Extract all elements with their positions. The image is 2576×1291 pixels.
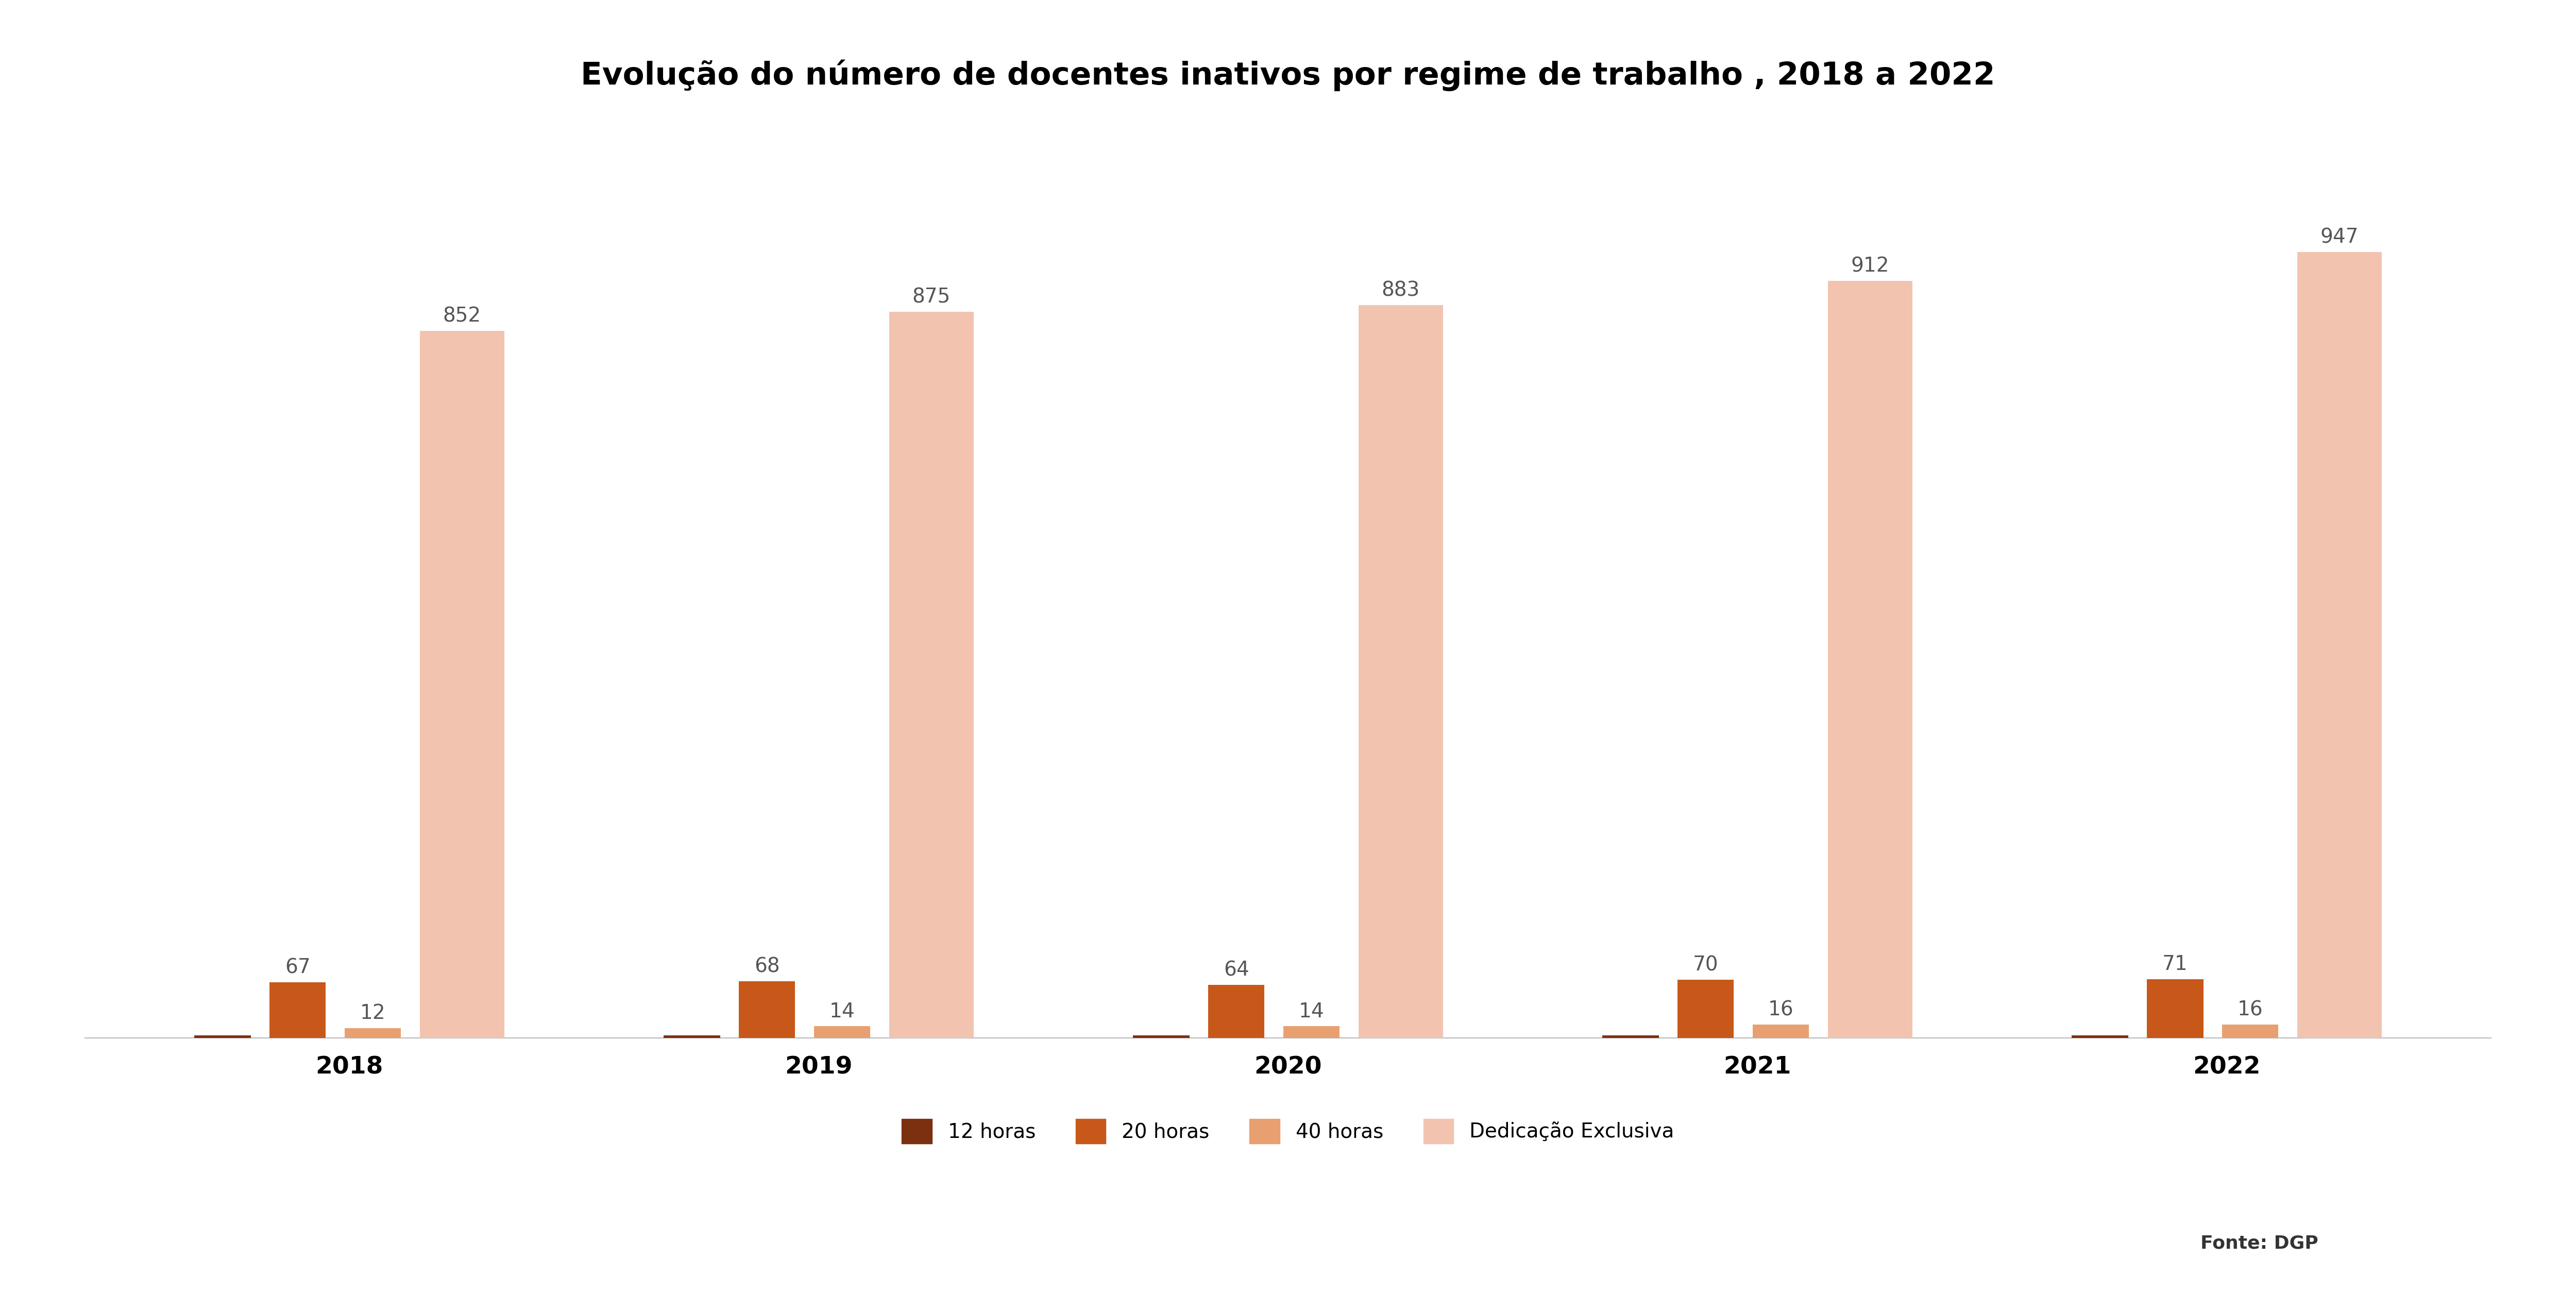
- Text: 883: 883: [1381, 280, 1419, 300]
- Bar: [2298, 252, 2383, 1038]
- Text: 16: 16: [1767, 1001, 1793, 1020]
- Text: 947: 947: [2321, 227, 2360, 247]
- Text: 852: 852: [443, 306, 482, 325]
- Legend: 12 horas, 20 horas, 40 horas, Dedicação Exclusiva: 12 horas, 20 horas, 40 horas, Dedicação …: [891, 1109, 1685, 1153]
- Text: 912: 912: [1850, 257, 1888, 276]
- Text: Fonte: DGP: Fonte: DGP: [2200, 1234, 2318, 1252]
- Bar: [1358, 305, 1443, 1038]
- Text: 67: 67: [286, 958, 312, 977]
- Bar: [739, 981, 796, 1038]
- Bar: [270, 982, 325, 1038]
- Bar: [193, 1035, 250, 1038]
- Text: 16: 16: [2239, 1001, 2264, 1020]
- Bar: [2146, 979, 2202, 1038]
- Text: 68: 68: [755, 957, 781, 976]
- Bar: [1677, 980, 1734, 1038]
- Text: 12: 12: [361, 1003, 386, 1022]
- Bar: [1283, 1026, 1340, 1038]
- Text: 70: 70: [1692, 955, 1718, 975]
- Bar: [2071, 1035, 2128, 1038]
- Bar: [1829, 281, 1911, 1038]
- Bar: [1208, 985, 1265, 1038]
- Bar: [2223, 1025, 2277, 1038]
- Text: 71: 71: [2161, 954, 2187, 973]
- Bar: [420, 330, 505, 1038]
- Bar: [665, 1035, 721, 1038]
- Title: Evolução do número de docentes inativos por regime de trabalho , 2018 a 2022: Evolução do número de docentes inativos …: [580, 59, 1996, 92]
- Text: 14: 14: [829, 1002, 855, 1021]
- Text: 64: 64: [1224, 961, 1249, 980]
- Bar: [1602, 1035, 1659, 1038]
- Bar: [889, 311, 974, 1038]
- Bar: [1133, 1035, 1190, 1038]
- Bar: [1752, 1025, 1808, 1038]
- Text: 875: 875: [912, 287, 951, 307]
- Text: 14: 14: [1298, 1002, 1324, 1021]
- Bar: [345, 1028, 402, 1038]
- Bar: [814, 1026, 871, 1038]
